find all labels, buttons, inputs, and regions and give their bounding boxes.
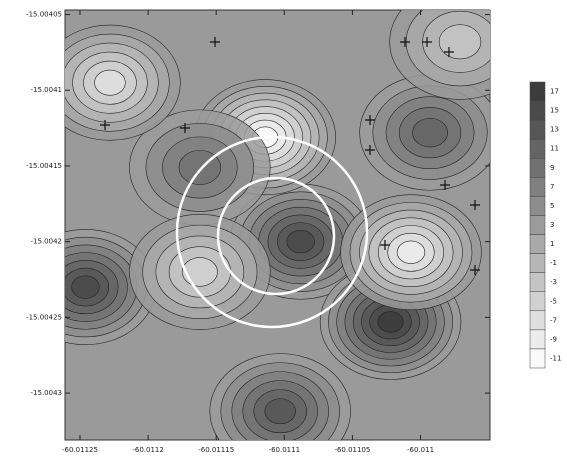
colorbar-label: -9 <box>550 335 557 343</box>
x-tick-label: -60.01125 <box>62 446 98 454</box>
colorbar-cell <box>530 139 545 158</box>
colorbar-label: 15 <box>550 107 559 115</box>
colorbar-label: 11 <box>550 145 559 153</box>
colorbar-label: 3 <box>550 221 554 229</box>
contour-line <box>182 258 217 287</box>
y-tick-label: -15.0041 <box>31 86 62 94</box>
colorbar-cell <box>530 177 545 196</box>
colorbar-label: -3 <box>550 278 557 286</box>
x-tick-label: -60.011 <box>407 446 434 454</box>
colorbar-cell <box>530 292 545 311</box>
colorbar-label: 7 <box>550 183 554 191</box>
colorbar-label: 5 <box>550 202 554 210</box>
contour-figure: -60.01125-60.0112-60.01115-60.0111-60.01… <box>0 0 567 459</box>
colorbar-cell <box>530 196 545 215</box>
contour-feature <box>341 195 482 310</box>
colorbar-label: 13 <box>550 126 559 134</box>
colorbar-cell <box>530 120 545 139</box>
colorbar: 17 15 13 11 9 7 5 3 1 -1 -3 -5 -7 -9 -11 <box>530 82 561 368</box>
colorbar-label: -7 <box>550 316 557 324</box>
colorbar-cell <box>530 330 545 349</box>
colorbar-label: -5 <box>550 297 557 305</box>
colorbar-cell <box>530 235 545 254</box>
contour-line <box>412 118 447 147</box>
contour-line <box>439 25 481 59</box>
x-tick-label: -60.01115 <box>198 446 234 454</box>
x-tick-label: -60.0111 <box>269 446 300 454</box>
colorbar-cell <box>530 158 545 177</box>
colorbar-label: 17 <box>550 88 559 96</box>
contour-feature <box>40 25 181 140</box>
x-tick-label: -60.01105 <box>334 446 370 454</box>
contour-line <box>287 230 315 253</box>
contour-line <box>265 399 296 424</box>
contour-line <box>378 312 403 333</box>
colorbar-label: -1 <box>550 259 557 267</box>
y-tick-label: -15.0043 <box>31 389 62 397</box>
contour-line <box>72 276 100 299</box>
contour-line <box>95 70 126 95</box>
colorbar-cell <box>530 215 545 234</box>
colorbar-cell <box>530 311 545 330</box>
y-tick-label: -15.00415 <box>26 162 62 170</box>
y-tick-label: -15.0042 <box>31 238 62 246</box>
contour-line <box>397 241 425 264</box>
colorbar-cell <box>530 273 545 292</box>
colorbar-label: 1 <box>550 240 554 248</box>
y-tick-label: -15.00405 <box>26 11 62 19</box>
colorbar-cell <box>530 254 545 273</box>
colorbar-label: 9 <box>550 164 554 172</box>
colorbar-label: -11 <box>550 354 561 362</box>
contour-feature <box>129 214 270 329</box>
colorbar-cell <box>530 82 545 101</box>
y-tick-label: -15.00425 <box>26 313 62 321</box>
x-tick-label: -60.0112 <box>132 446 163 454</box>
colorbar-cell <box>530 101 545 120</box>
colorbar-cell <box>530 349 545 368</box>
